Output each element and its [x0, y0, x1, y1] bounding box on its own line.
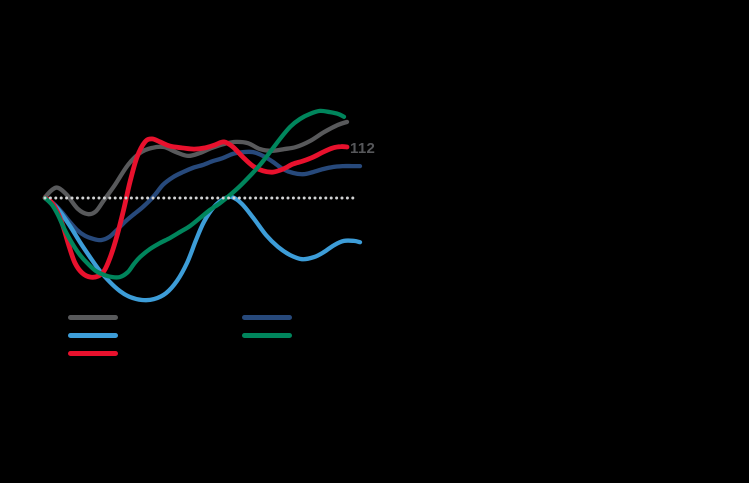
- lightblue-series-line: [42, 194, 363, 303]
- series-end-value-label: 112: [350, 140, 376, 157]
- red-series-line: [42, 136, 350, 280]
- navy-series-line: [42, 149, 363, 243]
- gray-series-line: [42, 119, 350, 217]
- green-series-line: [42, 108, 347, 280]
